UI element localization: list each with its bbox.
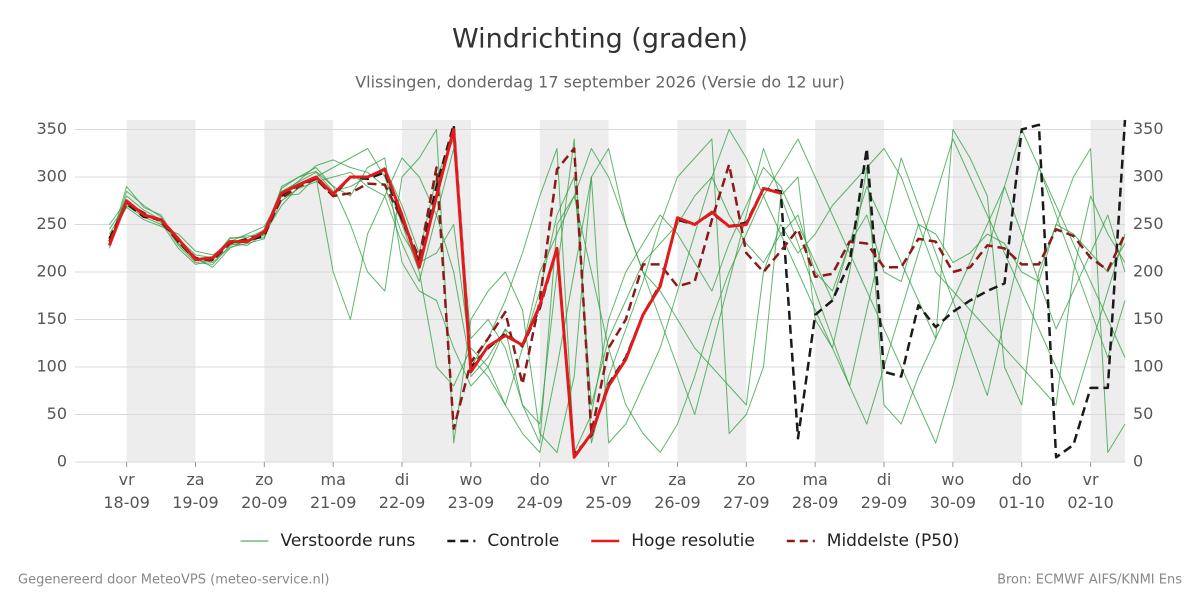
- x-tick-label: za 26-09: [654, 470, 701, 512]
- y-tick-label: 50: [47, 404, 67, 423]
- y-tick-label: 100: [36, 357, 67, 376]
- x-tick-label: zo 27-09: [723, 470, 770, 512]
- legend: Verstoorde runs Controle Hoge resolutie Mid…: [240, 531, 960, 551]
- day-shade: [815, 120, 885, 462]
- y2-tick-label: 350: [1133, 119, 1164, 138]
- x-tick-label: wo 30-09: [930, 470, 977, 512]
- series-line: [108, 128, 782, 459]
- y-tick-label: 0: [57, 452, 67, 471]
- y2-tick-label: 200: [1133, 262, 1164, 281]
- x-tick-label: di 22-09: [379, 470, 426, 512]
- day-shade: [264, 120, 334, 462]
- legend-label: Hoge resolutie: [631, 531, 755, 551]
- x-tick-label: za 19-09: [172, 470, 219, 512]
- y-tick-label: 350: [36, 119, 67, 138]
- y-tick-label: 250: [36, 214, 67, 233]
- chart-title: Windrichting (graden): [452, 24, 748, 55]
- footer-right: Bron: ECMWF AIFS/KNMI Ens: [997, 573, 1182, 588]
- y2-tick-label: 300: [1133, 167, 1164, 186]
- x-tick-label: do 01-10: [998, 470, 1045, 512]
- x-tick-label: di 29-09: [861, 470, 908, 512]
- y2-tick-label: 0: [1133, 452, 1143, 471]
- footer-left: Gegenereerd door MeteoVPS (meteo-service…: [18, 573, 329, 588]
- day-shade: [126, 120, 196, 462]
- x-tick-label: vr 02-10: [1067, 470, 1114, 512]
- ensemble-line: [108, 148, 1126, 415]
- x-tick-label: zo 20-09: [241, 470, 288, 512]
- ensemble-line: [108, 148, 1126, 453]
- y-tick-label: 150: [36, 309, 67, 328]
- x-tick-label: do 24-09: [517, 470, 564, 512]
- y2-tick-label: 250: [1133, 214, 1164, 233]
- legend-label: Controle: [487, 531, 559, 551]
- y2-tick-label: 100: [1133, 357, 1164, 376]
- legend-label: Middelste (P50): [827, 531, 960, 551]
- x-tick-label: vr 25-09: [585, 470, 632, 512]
- x-tick-label: ma 28-09: [792, 470, 839, 512]
- legend-label: Verstoorde runs: [281, 531, 416, 551]
- y2-tick-label: 150: [1133, 309, 1164, 328]
- x-tick-label: ma 21-09: [310, 470, 357, 512]
- chart-subtitle: Vlissingen, donderdag 17 september 2026 …: [355, 73, 845, 92]
- y-tick-label: 200: [36, 262, 67, 281]
- y-tick-label: 300: [36, 167, 67, 186]
- series-line: [108, 147, 1127, 435]
- x-tick-label: vr 18-09: [103, 470, 150, 512]
- x-tick-label: wo 23-09: [448, 470, 495, 512]
- y2-tick-label: 50: [1133, 404, 1153, 423]
